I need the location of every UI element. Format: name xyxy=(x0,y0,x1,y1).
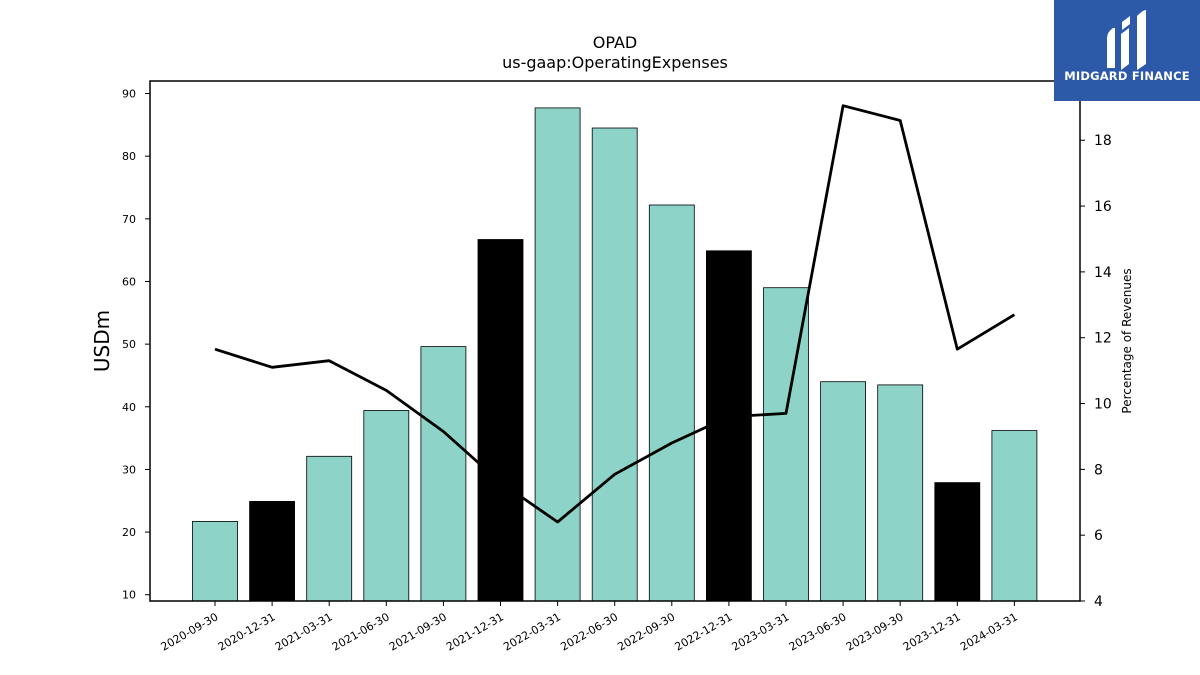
x-tick-label: 2022-03-31 xyxy=(501,610,563,653)
bar xyxy=(934,482,981,602)
bar xyxy=(706,250,752,602)
right-axis: 4 6 8 10 12 14 16 18 xyxy=(1080,133,1112,610)
bar xyxy=(363,410,410,602)
bar xyxy=(477,239,524,602)
y-tick-label: 20 xyxy=(122,526,136,539)
logo: MIDGARD FINANCE xyxy=(1054,0,1200,101)
x-tick-label: 2022-12-31 xyxy=(673,610,735,653)
logo-text: MIDGARD FINANCE xyxy=(1064,69,1190,83)
bar xyxy=(306,455,353,602)
y2-tick-label: 10 xyxy=(1094,397,1112,413)
y2-tick-label: 6 xyxy=(1094,528,1103,544)
line-series xyxy=(214,104,1016,524)
x-tick-label: 2022-06-30 xyxy=(558,610,620,653)
y2-tick-label: 8 xyxy=(1094,462,1103,478)
x-tick-label: 2023-03-31 xyxy=(730,610,792,653)
x-tick-label: 2024-03-31 xyxy=(958,610,1020,653)
bar xyxy=(249,500,296,602)
x-tick-label: 2020-09-30 xyxy=(159,610,221,653)
bar xyxy=(192,521,238,602)
y2-tick-label: 14 xyxy=(1094,265,1112,281)
y2-axis-label: Percentage of Revenues xyxy=(1120,268,1134,413)
x-tick-label: 2021-06-30 xyxy=(330,610,392,653)
bar xyxy=(534,107,581,602)
x-tick-label: 2020-12-31 xyxy=(216,610,278,653)
bar xyxy=(591,127,638,602)
chart-title: OPAD xyxy=(593,33,637,52)
y-tick-label: 50 xyxy=(122,338,136,351)
y-tick-label: 10 xyxy=(122,589,136,602)
x-tick-label: 2022-09-30 xyxy=(615,610,677,653)
bar xyxy=(648,204,695,602)
y-axis-label: USDm xyxy=(90,310,114,372)
y-tick-label: 70 xyxy=(122,213,136,226)
x-tick-label: 2023-06-30 xyxy=(787,610,849,653)
x-tick-label: 2021-03-31 xyxy=(273,610,335,653)
y-tick-label: 30 xyxy=(122,463,136,476)
x-tick-label: 2021-12-31 xyxy=(444,610,506,653)
bar xyxy=(820,381,866,602)
y2-tick-label: 12 xyxy=(1094,331,1112,347)
y-tick-label: 60 xyxy=(122,275,136,288)
logo-icon xyxy=(1107,10,1146,70)
x-tick-label: 2023-12-31 xyxy=(901,610,963,653)
series-line xyxy=(214,104,1016,524)
y-tick-label: 80 xyxy=(122,150,136,163)
bar xyxy=(991,430,1038,602)
left-axis: 10 20 30 40 50 60 70 80 90 xyxy=(122,88,150,602)
y2-tick-label: 18 xyxy=(1094,133,1112,149)
bar xyxy=(877,384,924,602)
y2-tick-label: 16 xyxy=(1094,199,1112,215)
bar-series xyxy=(192,107,1038,602)
y-tick-label: 40 xyxy=(122,401,136,414)
y2-tick-label: 4 xyxy=(1094,594,1103,610)
chart-subtitle: us-gaap:OperatingExpenses xyxy=(502,53,728,72)
x-tick-label: 2023-09-30 xyxy=(844,610,906,653)
x-tick-label: 2021-09-30 xyxy=(387,610,449,653)
y-tick-label: 90 xyxy=(122,88,136,101)
bar xyxy=(420,346,467,602)
x-axis: 2020-09-302020-12-312021-03-312021-06-30… xyxy=(159,601,1020,654)
